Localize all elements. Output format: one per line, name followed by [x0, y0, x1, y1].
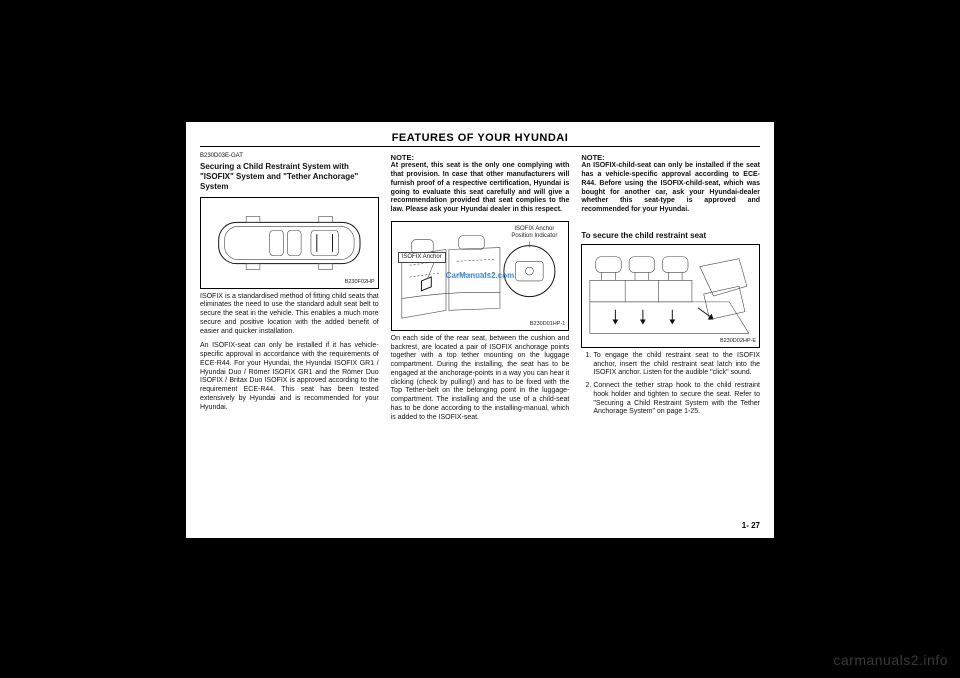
paragraph: An ISOFIX-seat can only be installed if …: [200, 342, 379, 412]
column-1: B230D03E-GAT Securing a Child Restraint …: [200, 153, 379, 519]
note-label: NOTE:: [391, 153, 570, 162]
page-header: FEATURES OF YOUR HYUNDAI: [200, 132, 760, 144]
page-number: 1- 27: [200, 521, 760, 530]
column-3: NOTE: An ISOFIX-child-seat can only be i…: [581, 153, 760, 519]
note-label: NOTE:: [581, 153, 760, 162]
column-2: NOTE: At present, this seat is the only …: [391, 153, 570, 519]
figure-isofix-anchor: ISOFIX Anchor ISOFIX Anchor Position Ind…: [391, 221, 570, 331]
figure-label-indicator: ISOFIX Anchor Position Indicator: [506, 226, 562, 241]
section-code: B230D03E-GAT: [200, 153, 379, 161]
figure-secure-seat: B230D02HP-E: [581, 244, 760, 348]
note-body: An ISOFIX-child-seat can only be install…: [581, 162, 760, 215]
section-title: Securing a Child Restraint System with "…: [200, 162, 379, 193]
site-watermark: carmanuals2.info: [833, 652, 948, 668]
figure-code: B230D01HP-1: [530, 321, 565, 328]
list-item: To engage the child restraint seat to th…: [593, 352, 760, 378]
figure-code: B230D02HP-E: [720, 338, 756, 345]
list-item: Connect the tether strap hook to the chi…: [593, 382, 760, 417]
figure-code: B230F02HP: [345, 279, 375, 286]
figure-car-top-view: B230F02HP: [200, 197, 379, 289]
manual-page: FEATURES OF YOUR HYUNDAI B230D03E-GAT Se…: [186, 122, 774, 538]
steps-list: To engage the child restraint seat to th…: [581, 352, 760, 421]
paragraph: On each side of the rear seat, between t…: [391, 335, 570, 423]
figure-label-anchor: ISOFIX Anchor: [398, 252, 446, 264]
columns: B230D03E-GAT Securing a Child Restraint …: [200, 153, 760, 519]
header-rule: [200, 146, 760, 147]
note-body: At present, this seat is the only one co…: [391, 162, 570, 215]
subtitle: To secure the child restraint seat: [581, 231, 760, 241]
paragraph: ISOFIX is a standardised method of fitti…: [200, 293, 379, 337]
